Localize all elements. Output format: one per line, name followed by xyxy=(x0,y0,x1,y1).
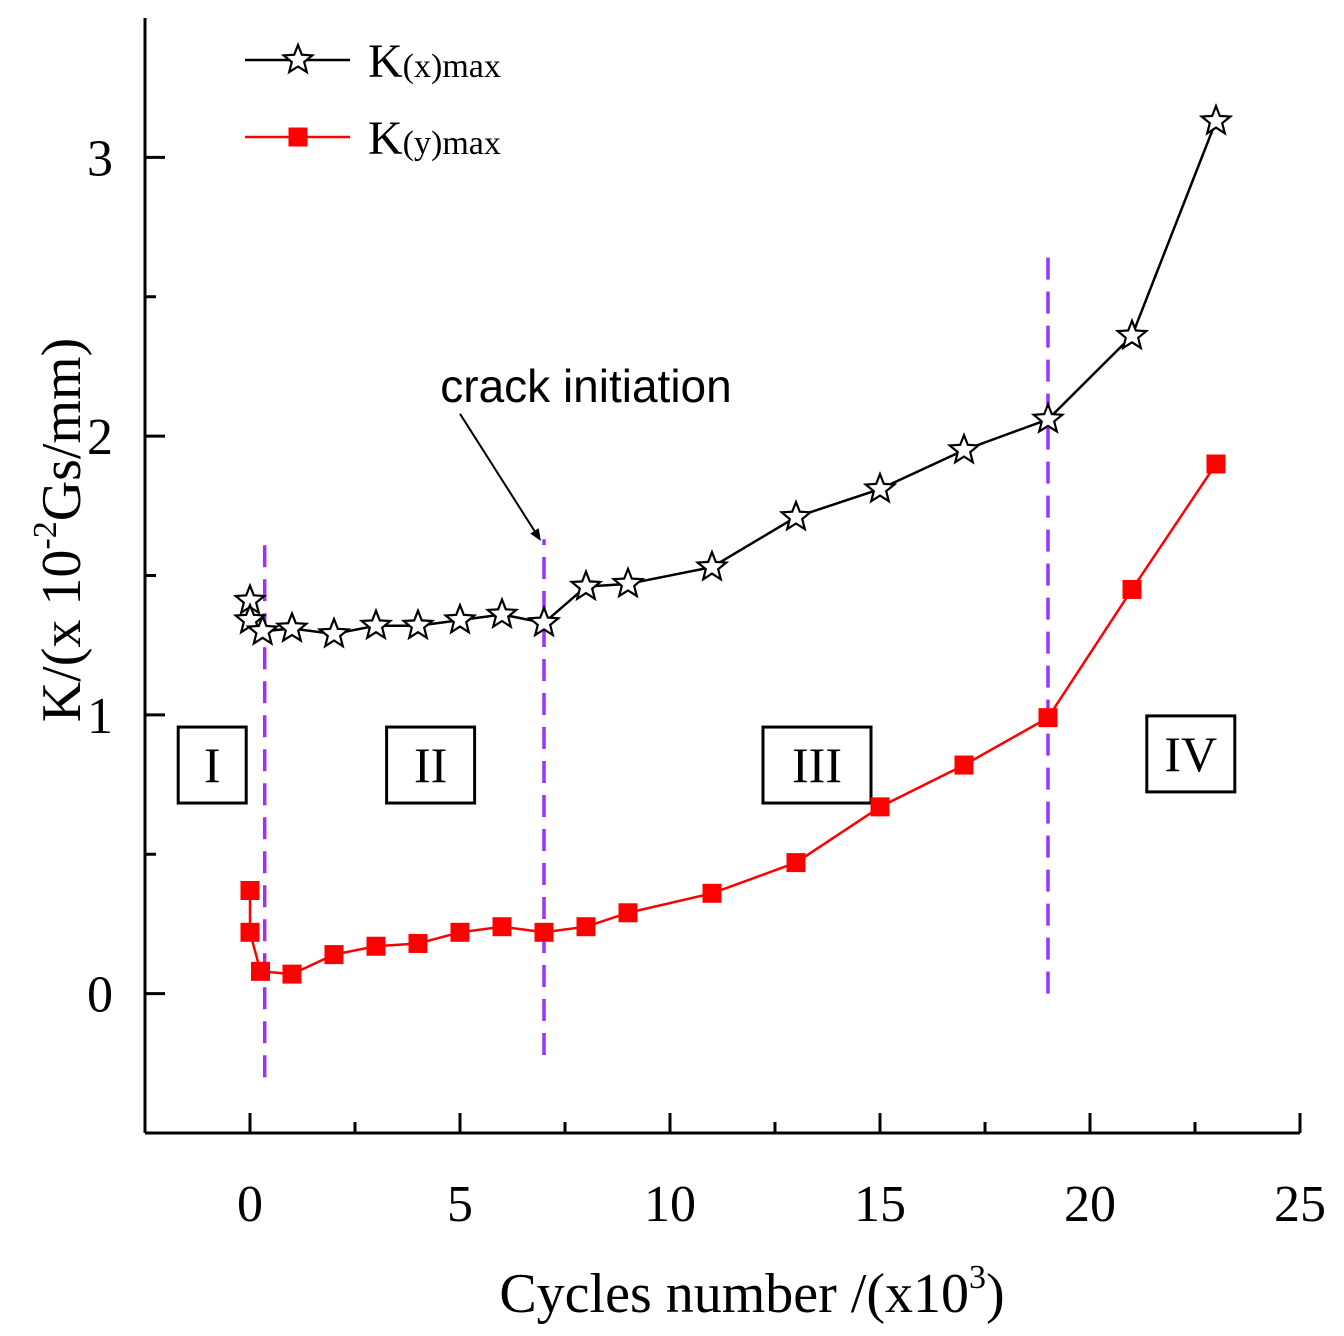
annotation-text: crack initiation xyxy=(440,360,731,412)
data-point-square xyxy=(240,922,260,942)
data-point-square xyxy=(618,903,638,923)
data-point-star xyxy=(610,565,646,599)
stage-label: III xyxy=(792,737,842,793)
data-point-square xyxy=(366,936,386,956)
x-tick-label: 20 xyxy=(1064,1176,1116,1233)
data-point-star xyxy=(245,613,280,646)
legend-marker-star xyxy=(280,41,316,75)
stage-label-box xyxy=(1145,714,1237,794)
data-point-star xyxy=(358,607,394,641)
stage-label: II xyxy=(414,737,447,793)
data-point-star xyxy=(400,607,436,641)
legend-label: K(x)max xyxy=(368,35,501,88)
data-point-star xyxy=(946,432,982,465)
data-point-star xyxy=(1198,103,1234,136)
legend-marker-square xyxy=(288,127,308,147)
y-tick-label: 1 xyxy=(87,688,113,745)
data-point-star xyxy=(484,596,520,630)
data-point-star xyxy=(1114,317,1150,351)
data-point-square xyxy=(1206,454,1226,474)
annotation-arrow xyxy=(459,413,541,541)
legend: K(x)max K(y)max xyxy=(245,35,501,165)
data-point-star xyxy=(526,604,562,638)
x-tick-label: 25 xyxy=(1274,1176,1326,1233)
series-line xyxy=(248,463,1218,976)
axes: 0 5 10 15 20 25 0 1 2 3 xyxy=(87,18,1326,1233)
data-series xyxy=(232,103,1234,984)
data-point-square xyxy=(240,880,260,900)
y-axis-label: K/(x 10-2Gs/mm) xyxy=(27,338,93,723)
stage-lines: I II III IV xyxy=(176,249,1237,1078)
annotation: crack initiation xyxy=(440,360,732,541)
data-point-square xyxy=(251,961,270,981)
data-point-square xyxy=(450,922,470,942)
data-point-square xyxy=(534,922,554,942)
data-point-square xyxy=(786,853,806,873)
data-point-star xyxy=(778,498,814,532)
data-point-square xyxy=(954,755,974,775)
data-point-square xyxy=(282,964,302,984)
data-point-star xyxy=(316,615,352,649)
data-point-star xyxy=(568,568,604,602)
x-tick-label: 0 xyxy=(237,1176,263,1233)
data-point-square xyxy=(870,797,890,817)
stage-label-box xyxy=(385,725,477,805)
axis-labels: Cycles number /(x103) K/(x 10-2Gs/mm) xyxy=(27,338,1005,1325)
stage-label: I xyxy=(204,737,221,793)
series-line xyxy=(248,120,1218,636)
y-tick-label: 0 xyxy=(87,967,113,1024)
y-tick-label: 3 xyxy=(87,130,113,187)
data-point-square xyxy=(702,883,722,903)
data-point-square xyxy=(408,933,428,953)
stage-label-box xyxy=(761,725,873,805)
data-point-star xyxy=(694,549,730,582)
data-point-square xyxy=(1038,708,1058,728)
data-point-square xyxy=(576,917,596,937)
stage-label-box xyxy=(176,725,248,805)
data-point-star xyxy=(442,602,478,635)
stage-label: IV xyxy=(1164,726,1217,782)
x-axis-label: Cycles number /(x103) xyxy=(499,1259,1004,1325)
data-point-star xyxy=(862,471,898,504)
data-point-square xyxy=(492,917,512,937)
x-tick-label: 10 xyxy=(644,1176,696,1233)
data-point-star xyxy=(274,610,310,644)
data-point-square xyxy=(324,945,344,965)
data-point-star xyxy=(1030,401,1066,434)
data-point-square xyxy=(1122,579,1142,599)
x-tick-label: 15 xyxy=(854,1176,906,1233)
legend-label: K(y)max xyxy=(368,112,501,165)
y-tick-label: 2 xyxy=(87,409,113,466)
x-tick-label: 5 xyxy=(447,1176,473,1233)
